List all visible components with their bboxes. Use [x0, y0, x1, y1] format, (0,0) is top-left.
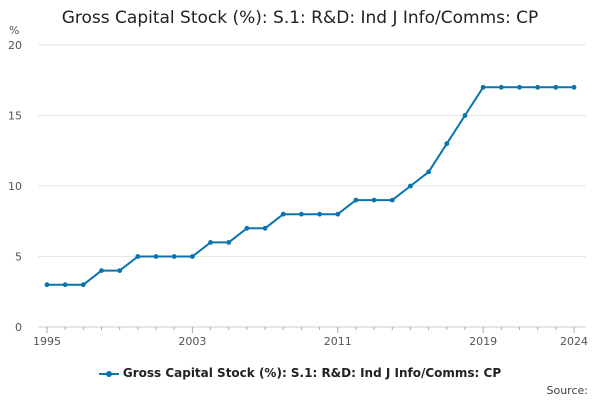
- data-point[interactable]: [153, 254, 159, 259]
- data-point[interactable]: [226, 240, 232, 245]
- data-point[interactable]: [426, 169, 432, 175]
- data-point[interactable]: [571, 84, 577, 90]
- data-point[interactable]: [353, 197, 359, 203]
- data-point[interactable]: [444, 141, 450, 147]
- x-tick-label: 2003: [178, 335, 206, 348]
- x-tick-label: 2011: [324, 335, 352, 348]
- x-tick-label: 2024: [560, 335, 588, 348]
- data-point[interactable]: [408, 183, 413, 189]
- data-point[interactable]: [553, 84, 559, 90]
- data-point[interactable]: [244, 225, 250, 231]
- data-point[interactable]: [208, 240, 213, 245]
- x-tick-label: 1995: [33, 335, 61, 348]
- y-tick-label: 10: [8, 180, 22, 193]
- data-point[interactable]: [62, 282, 68, 288]
- data-point[interactable]: [117, 268, 123, 273]
- y-axis-ticks: 0 5 10 15 20: [8, 39, 22, 334]
- data-point[interactable]: [462, 113, 468, 118]
- data-point[interactable]: [44, 282, 50, 288]
- data-point[interactable]: [99, 268, 104, 273]
- data-point[interactable]: [517, 84, 522, 90]
- series-line: [47, 86, 574, 286]
- legend: Gross Capital Stock (%): S.1: R&D: Ind J…: [0, 366, 600, 380]
- data-point[interactable]: [299, 211, 304, 217]
- y-tick-label: 20: [8, 39, 22, 52]
- source-label: Source:: [546, 384, 589, 397]
- x-axis: 1995 2003 2011 2019 2024: [33, 326, 588, 348]
- y-tick-label: 15: [8, 110, 22, 123]
- data-point[interactable]: [480, 84, 486, 90]
- legend-swatch: [98, 369, 119, 379]
- data-point[interactable]: [135, 254, 141, 259]
- legend-label: Gross Capital Stock (%): S.1: R&D: Ind J…: [122, 366, 502, 380]
- y-tick-label: 5: [15, 251, 22, 264]
- data-point[interactable]: [335, 211, 341, 217]
- data-point[interactable]: [498, 84, 504, 90]
- x-tick-label: 2019: [469, 335, 497, 348]
- series-layer: [44, 84, 577, 288]
- data-point[interactable]: [80, 282, 86, 288]
- y-tick-label: 0: [15, 321, 22, 334]
- data-point[interactable]: [280, 211, 286, 217]
- data-point[interactable]: [189, 254, 195, 259]
- data-point[interactable]: [389, 197, 395, 203]
- y-axis-unit-label: %: [9, 24, 20, 37]
- data-point[interactable]: [371, 197, 377, 203]
- data-point[interactable]: [262, 225, 268, 231]
- data-point[interactable]: [317, 211, 322, 217]
- data-point[interactable]: [171, 254, 177, 259]
- chart-title: Gross Capital Stock (%): S.1: R&D: Ind J…: [61, 8, 539, 28]
- data-point[interactable]: [535, 84, 541, 90]
- gridlines: [38, 44, 586, 257]
